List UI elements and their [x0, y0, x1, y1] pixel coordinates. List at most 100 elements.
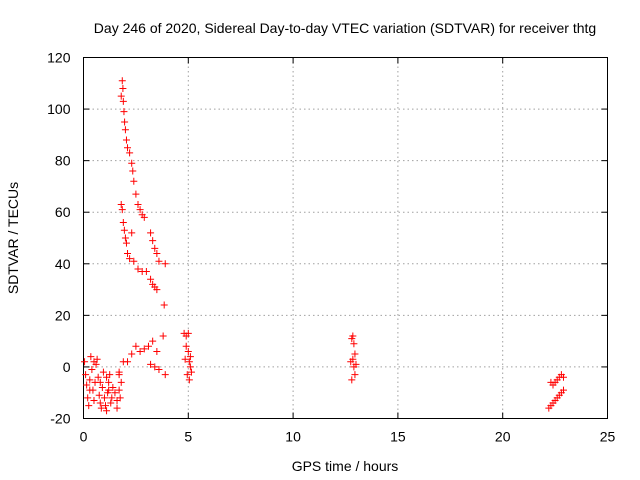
data-point-plus	[105, 378, 113, 386]
y-tick-label: -20	[50, 411, 70, 427]
data-point-plus	[159, 332, 167, 340]
data-point-plus	[100, 394, 108, 402]
data-point-plus	[108, 394, 116, 402]
data-point-plus	[186, 363, 194, 371]
data-point-plus	[128, 350, 136, 358]
data-point-plus	[149, 337, 157, 345]
data-point-plus	[136, 347, 144, 355]
data-point-plus	[186, 353, 194, 361]
data-point-plus	[161, 260, 169, 268]
data-point-plus	[111, 389, 119, 397]
data-point-plus	[140, 213, 148, 221]
data-point-plus	[117, 378, 125, 386]
data-point-plus	[149, 237, 157, 245]
data-point-plus	[144, 342, 152, 350]
data-point-plus	[109, 384, 117, 392]
data-point-plus	[142, 268, 150, 276]
data-point-plus	[82, 371, 90, 379]
data-point-plus	[132, 190, 140, 198]
data-point-plus	[103, 373, 111, 381]
data-point-plus	[115, 386, 123, 394]
data-point-plus	[99, 368, 107, 376]
data-point-plus	[105, 386, 113, 394]
data-point-plus	[126, 149, 134, 157]
y-tick-label: 40	[55, 256, 71, 272]
data-point-plus	[350, 340, 358, 348]
y-axis-label: SDTVAR / TECUs	[5, 182, 21, 294]
data-point-plus	[124, 249, 132, 257]
data-point-plus	[124, 358, 132, 366]
data-point-plus	[87, 353, 95, 361]
data-point-plus	[184, 329, 192, 337]
data-point-plus	[122, 239, 130, 247]
data-point-plus	[130, 257, 138, 265]
data-point-plus	[147, 275, 155, 283]
data-point-plus	[97, 404, 105, 412]
data-point-plus	[161, 371, 169, 379]
data-point-plus	[151, 244, 159, 252]
data-point-plus	[119, 97, 127, 105]
data-point-plus	[129, 167, 137, 175]
data-point-plus	[90, 358, 98, 366]
data-point-plus	[120, 226, 128, 234]
data-point-plus	[121, 126, 129, 134]
data-point-plus	[118, 77, 126, 85]
data-point-plus	[113, 404, 121, 412]
data-point-plus	[147, 360, 155, 368]
data-point-plus	[153, 286, 161, 294]
data-point-plus	[116, 394, 124, 402]
data-point-plus	[155, 366, 163, 374]
data-point-plus	[181, 355, 189, 363]
data-point-plus	[103, 407, 111, 415]
data-point-plus	[83, 381, 91, 389]
data-point-plus	[128, 159, 136, 167]
data-point-plus	[185, 358, 193, 366]
data-point-plus	[183, 371, 191, 379]
x-tick-label: 5	[184, 429, 192, 445]
data-point-plus	[151, 363, 159, 371]
data-point-plus	[118, 206, 126, 214]
data-point-plus	[124, 144, 132, 152]
data-point-plus	[128, 229, 136, 237]
y-tick-label: 80	[55, 153, 71, 169]
data-point-plus	[95, 391, 103, 399]
data-point-plus	[96, 378, 104, 386]
data-point-plus	[134, 200, 142, 208]
data-point-plus	[117, 92, 125, 100]
data-point-plus	[185, 376, 193, 384]
data-point-plus	[351, 371, 359, 379]
plot-frame	[83, 57, 608, 419]
y-tick-label: 100	[47, 101, 71, 117]
data-point-plus	[107, 399, 115, 407]
data-point-plus	[351, 350, 359, 358]
data-point-plus	[126, 255, 134, 263]
y-tick-label: 20	[55, 307, 71, 323]
data-point-plus	[86, 376, 94, 384]
chart-title: Day 246 of 2020, Sidereal Day-to-day VTE…	[94, 20, 596, 36]
data-point-plus	[184, 347, 192, 355]
data-point-plus	[121, 234, 129, 242]
data-point-plus	[352, 360, 360, 368]
data-point-plus	[102, 402, 110, 410]
data-point-plus	[348, 376, 356, 384]
data-point-plus	[153, 249, 161, 257]
x-tick-label: 25	[600, 429, 616, 445]
data-point-plus	[122, 136, 130, 144]
x-tick-label: 10	[285, 429, 301, 445]
data-point-plus	[559, 386, 567, 394]
data-point-plus	[96, 399, 104, 407]
data-point-plus	[119, 219, 127, 227]
data-point-plus	[115, 371, 123, 379]
data-point-plus	[88, 366, 96, 374]
data-point-plus	[120, 108, 128, 116]
data-point-plus	[147, 229, 155, 237]
data-point-plus	[132, 342, 140, 350]
data-point-plus	[94, 373, 102, 381]
x-axis-label: GPS time / hours	[292, 458, 399, 474]
data-point-plus	[117, 200, 125, 208]
x-tick-label: 20	[495, 429, 511, 445]
data-point-plus	[85, 402, 93, 410]
data-point-plus	[98, 384, 106, 392]
data-point-plus	[140, 345, 148, 353]
data-point-plus	[559, 373, 567, 381]
